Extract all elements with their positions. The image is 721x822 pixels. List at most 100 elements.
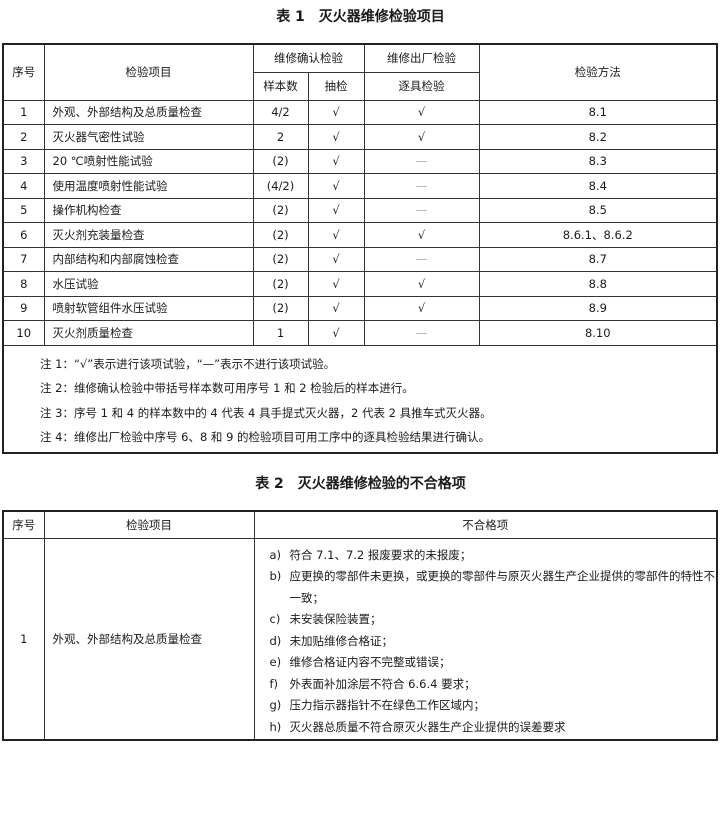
header-release-group: 维修出厂检验 xyxy=(363,43,480,73)
header-nonconform: 不合格项 xyxy=(253,510,718,539)
cell-no: 3 xyxy=(2,148,45,174)
cell-samples: (4/2) xyxy=(252,173,309,199)
table-row: 10 灭火剂质量检查 1 √ —8.10 xyxy=(2,320,718,346)
cell-item: 水压试验 xyxy=(43,271,254,297)
table-row: 9 喷射软管组件水压试验 (2) √ √ 8.9 xyxy=(2,295,718,321)
cell-samples: 1 xyxy=(252,320,309,346)
header-index: 序号 xyxy=(2,510,45,539)
cell-no: 5 xyxy=(2,197,45,223)
nonconform-item: f) 外表面补加涂层不符合 6.6.4 要求； xyxy=(270,674,717,696)
item-text: 符合 7.1、7.2 报废要求的未报废； xyxy=(289,547,472,562)
table1-title: 表 1 灭火器维修检验项目 xyxy=(276,9,445,25)
header-item: 检验项目 xyxy=(43,510,255,539)
item-text: 压力指示器指针不在绿色工作区域内； xyxy=(289,698,486,712)
cell-item: 灭火剂质量检查 xyxy=(43,320,254,346)
nonconform-item: a) 符合 7.1、7.2 报废要求的未报废； xyxy=(270,545,717,567)
cell-item: 灭火剂充装量检查 xyxy=(43,222,254,248)
cell-item: 内部结构和内部腐蚀检查 xyxy=(43,246,254,272)
table-row: 2 灭火器气密性试验 2 √ √ 8.2 xyxy=(2,124,718,150)
table2-title: 表 2 灭火器维修检验的不合格项 xyxy=(255,476,466,492)
table2: 序号 检验项目 不合格项 1 外观、外部结构及总质量检查 a) 符合 7.1、7.… xyxy=(2,510,718,741)
table-row: 3 20 ℃喷射性能试验 (2) √ —8.3 xyxy=(2,148,718,174)
item-key: e) xyxy=(269,655,282,669)
cell-method: 8.3 xyxy=(478,148,718,174)
cell-sampling: √ xyxy=(307,222,365,248)
cell-method: 8.8 xyxy=(478,271,718,297)
cell-no: 4 xyxy=(2,173,45,199)
header-each-unit: 逐具检验 xyxy=(363,71,480,101)
cell-samples: (2) xyxy=(252,222,309,248)
cell-sampling: √ xyxy=(307,124,365,150)
cell-samples: 2 xyxy=(252,124,309,150)
cell-each-unit: — xyxy=(363,246,480,272)
cell-method: 8.5 xyxy=(478,197,718,223)
nonconform-item: b) 应更换的零部件未更换，或更换的零部件与原灭火器生产企业提供的零部件的特性不一… xyxy=(270,566,717,609)
cell-method: 8.2 xyxy=(478,124,718,150)
cell-item: 20 ℃喷射性能试验 xyxy=(43,148,254,174)
cell-no: 9 xyxy=(2,295,45,321)
item-text: 外表面补加涂层不符合 6.6.4 要求； xyxy=(289,676,476,691)
cell-each-unit: √ xyxy=(363,222,480,248)
item-text: 灭火器总质量不符合原灭火器生产企业提供的误差要求 xyxy=(289,719,566,734)
note: 注 1：“√”表示进行该项试验，“—”表示不进行该项试验。 xyxy=(40,356,336,371)
cell-each-unit: — xyxy=(363,197,480,223)
cell-method: 8.4 xyxy=(478,173,718,199)
note: 注 2：维修确认检验中带括号样本数可用序号 1 和 2 检验后的样本进行。 xyxy=(40,381,414,395)
item-key: b) xyxy=(269,569,282,583)
cell-each-unit: — xyxy=(363,320,480,346)
cell-method: 8.6.1、8.6.2 xyxy=(478,222,718,248)
cell-sampling: √ xyxy=(307,99,365,125)
table-row: 6 灭火剂充装量检查 (2) √ √ 8.6.1、8.6.2 xyxy=(2,222,718,248)
nonconform-item: c) 未安装保险装置； xyxy=(270,609,717,631)
item-text: 应更换的零部件未更换，或更换的零部件与原灭火器生产企业提供的零部件的特性不一致； xyxy=(289,569,716,605)
cell-no: 8 xyxy=(2,271,45,297)
header-item: 检验项目 xyxy=(43,43,254,101)
table1-notes: 注 1：“√”表示进行该项试验，“—”表示不进行该项试验。 注 2：维修确认检验… xyxy=(2,344,718,453)
item-key: a) xyxy=(269,547,282,562)
nonconform-item: h) 灭火器总质量不符合原灭火器生产企业提供的误差要求 xyxy=(270,717,717,739)
item-text: 未加贴维修合格证； xyxy=(289,633,394,648)
cell-sampling: √ xyxy=(307,173,365,199)
cell-samples: (2) xyxy=(252,295,309,321)
cell-method: 8.7 xyxy=(478,246,718,272)
table-row: 8 水压试验 (2) √ √ 8.8 xyxy=(2,271,718,297)
cell-samples: (2) xyxy=(252,246,309,272)
cell-item: 外观、外部结构及总质量检查 xyxy=(43,99,254,125)
note: 注 4：维修出厂检验中序号 6、8 和 9 的检验项目可用工序中的逐具检验结果进… xyxy=(40,430,491,444)
cell-no: 10 xyxy=(2,320,45,346)
item-key: g) xyxy=(269,698,282,712)
header-index: 序号 xyxy=(2,43,45,101)
item-key: h) xyxy=(269,719,282,734)
item-key: c) xyxy=(269,612,281,626)
header-method: 检验方法 xyxy=(478,43,718,101)
cell-each-unit: — xyxy=(363,173,480,199)
cell-samples: (2) xyxy=(252,197,309,223)
item-text: 未安装保险装置； xyxy=(289,612,382,626)
table-row: 4 使用温度喷射性能试验 (4/2) √ —8.4 xyxy=(2,173,718,199)
cell-no: 6 xyxy=(2,222,45,248)
cell-no: 2 xyxy=(2,124,45,150)
cell-item: 灭火器气密性试验 xyxy=(43,124,254,150)
cell-each-unit: — xyxy=(363,148,480,174)
table-row: 1 外观、外部结构及总质量检查 4/2 √ √ 8.1 xyxy=(2,99,718,125)
cell-each-unit: √ xyxy=(363,99,480,125)
cell-sampling: √ xyxy=(307,148,365,174)
table-row: 5 操作机构检查 (2) √ —8.5 xyxy=(2,197,718,223)
header-sample-count: 样本数 xyxy=(252,71,309,101)
cell-sampling: √ xyxy=(307,320,365,346)
item-text: 维修合格证内容不完整或错误； xyxy=(289,655,451,669)
cell-samples: (2) xyxy=(252,271,309,297)
table1: 序号 检验项目 维修确认检验 维修出厂检验 检验方法 样本数 抽检 逐具检验 1… xyxy=(2,43,718,454)
cell-no: 7 xyxy=(2,246,45,272)
cell-each-unit: √ xyxy=(363,295,480,321)
header-confirm-group: 维修确认检验 xyxy=(252,43,365,73)
cell-method: 8.1 xyxy=(478,99,718,125)
cell-item: 外观、外部结构及总质量检查 xyxy=(43,537,255,740)
table-row: 1 外观、外部结构及总质量检查 a) 符合 7.1、7.2 报废要求的未报废； b)… xyxy=(2,537,718,740)
header-sampling: 抽检 xyxy=(307,71,365,101)
cell-item: 操作机构检查 xyxy=(43,197,254,223)
cell-no: 1 xyxy=(2,537,45,740)
item-key: d) xyxy=(269,633,282,648)
cell-no: 1 xyxy=(2,99,45,125)
cell-each-unit: √ xyxy=(363,124,480,150)
